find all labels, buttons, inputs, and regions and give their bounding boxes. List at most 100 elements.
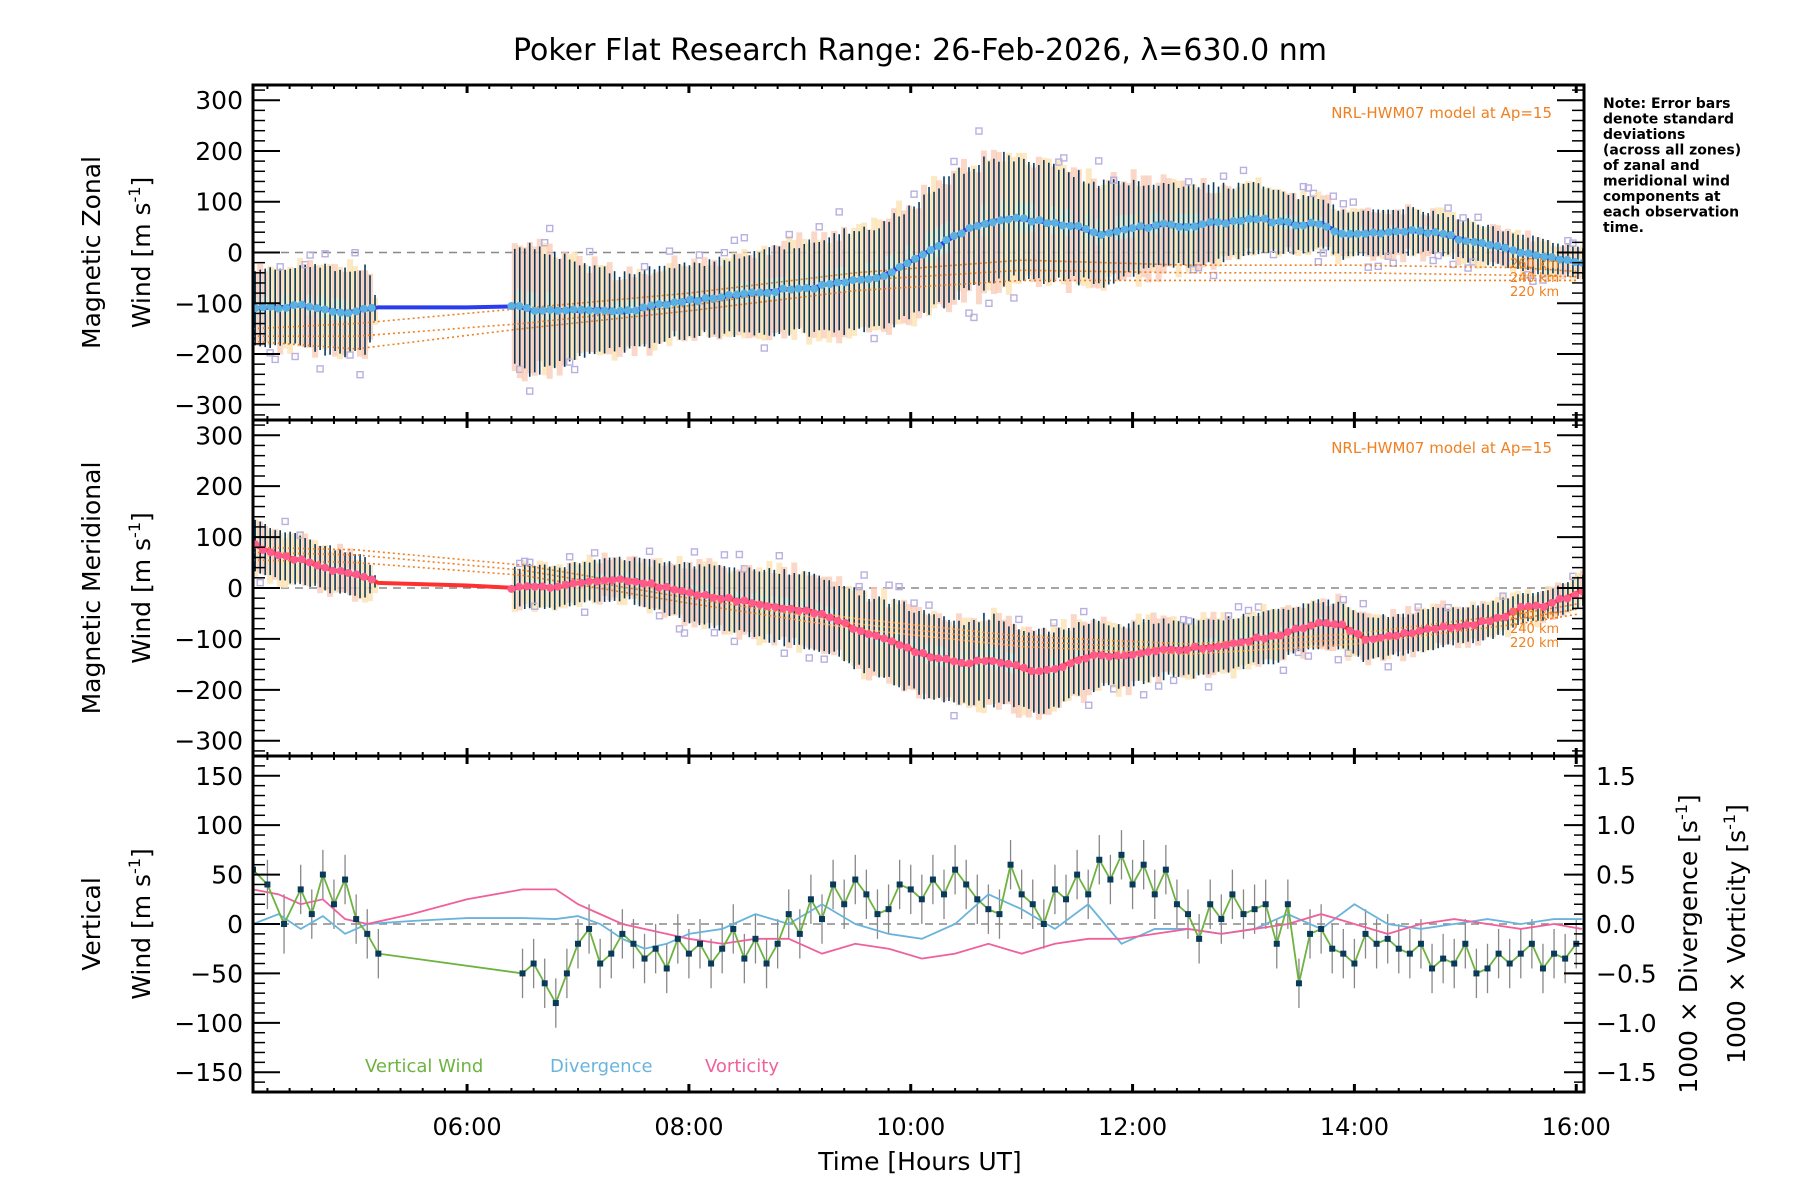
mean-point [957, 229, 966, 238]
vertical-wind-point [952, 866, 959, 873]
mean-point [763, 289, 772, 298]
mean-point [1291, 624, 1300, 633]
outlier-point [1359, 599, 1367, 608]
mean-point [266, 302, 275, 311]
y-axis-label-line2: Wind [m s-1] [125, 177, 156, 329]
outlier-point [580, 608, 589, 616]
vertical-wind-point [941, 891, 948, 898]
mean-point [1120, 225, 1129, 234]
outlier-point [256, 578, 264, 587]
y-tick-label: 100 [195, 811, 243, 840]
mean-point [1004, 659, 1013, 668]
vertical-wind-point [974, 896, 981, 903]
mean-point [313, 304, 322, 313]
mean-point [1353, 229, 1362, 238]
vertical-wind-point [552, 1000, 559, 1007]
mean-point [771, 603, 780, 612]
outlier-point [720, 248, 729, 257]
outlier-point [895, 582, 903, 591]
outlier-point [965, 309, 973, 317]
vertical-wind-point [1539, 965, 1546, 972]
mean-point [771, 288, 780, 297]
mean-point [1136, 649, 1145, 658]
mean-point [639, 303, 648, 312]
vertical-wind-point [1429, 965, 1436, 972]
model-curve-220km [253, 279, 1579, 350]
mean-point [1151, 647, 1160, 656]
y-axis-label-line1: Vertical [77, 877, 106, 971]
mean-point [732, 597, 741, 606]
note-line: of zanal and [1603, 158, 1700, 174]
mean-point [554, 306, 563, 315]
mean-point [779, 604, 788, 613]
mean-point [522, 582, 531, 591]
mean-point [1260, 214, 1269, 223]
outlier-point [740, 234, 749, 242]
mean-point [1027, 217, 1036, 226]
outlier-point [590, 549, 599, 557]
mean-point [1182, 222, 1191, 231]
mean-point [585, 306, 594, 315]
vertical-wind-point [1506, 960, 1513, 967]
mean-point [1120, 651, 1129, 660]
mean-point [996, 658, 1005, 667]
outlier-point [1434, 251, 1442, 260]
mean-point [1330, 620, 1339, 629]
outlier-point [1339, 200, 1348, 208]
vertical-wind-point [1318, 925, 1325, 932]
mean-point [732, 290, 741, 299]
mean-point [1113, 227, 1122, 236]
outlier-point [1319, 249, 1328, 257]
mean-point [880, 634, 889, 643]
mean-point [887, 268, 896, 277]
plot-area [253, 517, 1584, 720]
vertical-wind-point [685, 950, 692, 957]
mean-point [1291, 221, 1300, 230]
right-tick-label: 1.0 [1596, 811, 1636, 840]
mean-point [561, 580, 570, 589]
mean-point [856, 275, 865, 284]
mean-point [911, 254, 920, 263]
mean-point [274, 551, 283, 560]
vertical-wind-point [1351, 960, 1358, 967]
mean-point [1175, 646, 1184, 655]
mean-point [1462, 237, 1471, 246]
mean-point [1074, 221, 1083, 230]
mean-point [1532, 601, 1541, 610]
vertical-wind-point [1329, 945, 1336, 952]
outlier-point [526, 387, 534, 395]
mean-point [1338, 229, 1347, 238]
mean-point [709, 294, 718, 303]
mean-point [662, 582, 671, 591]
vertical-wind-point [1051, 886, 1058, 893]
outlier-point [316, 365, 324, 373]
mean-point [623, 577, 632, 586]
mean-point [1268, 218, 1277, 227]
vertical-wind-point [1085, 891, 1092, 898]
vertical-wind-point [652, 945, 659, 952]
mean-point [1470, 621, 1479, 630]
vertical-wind-point [1284, 901, 1291, 908]
mean-point [1105, 652, 1114, 661]
outlier-point [645, 547, 654, 555]
outlier-point [1095, 157, 1103, 165]
mean-point [833, 616, 842, 625]
vertical-wind-point [563, 970, 570, 977]
outlier-point [910, 190, 918, 198]
mean-point [996, 216, 1005, 225]
mean-point [949, 657, 958, 666]
mean-point [1563, 594, 1572, 603]
mean-point [693, 591, 702, 600]
outlier-point [1010, 294, 1018, 302]
vertical-wind-line [253, 852, 1577, 1006]
y-tick-label: 100 [195, 188, 243, 217]
vertical-wind-point [574, 940, 581, 947]
y-tick-label: 0 [227, 574, 243, 603]
vertical-wind-point [841, 901, 848, 908]
mean-point [274, 304, 283, 313]
outlier-point [1085, 701, 1093, 709]
mean-point [755, 288, 764, 297]
outlier-point [565, 553, 574, 561]
mean-point [1446, 624, 1455, 633]
outlier-point [970, 313, 978, 322]
